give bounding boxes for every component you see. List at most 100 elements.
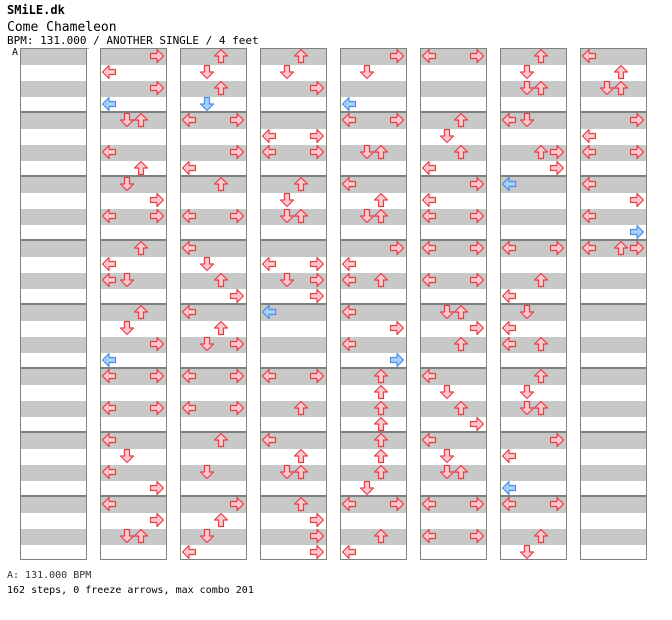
left-arrow-icon: [181, 160, 197, 176]
right-arrow-icon: [229, 144, 245, 160]
down-arrow-icon: [599, 80, 615, 96]
left-arrow-icon: [101, 496, 117, 512]
down-arrow-icon: [519, 64, 535, 80]
right-arrow-icon: [549, 496, 565, 512]
right-arrow-icon: [229, 368, 245, 384]
down-arrow-icon: [439, 384, 455, 400]
right-arrow-icon: [309, 368, 325, 384]
left-arrow-icon: [181, 304, 197, 320]
down-arrow-icon: [359, 64, 375, 80]
right-arrow-icon: [309, 144, 325, 160]
left-arrow-icon: [261, 256, 277, 272]
up-arrow-icon: [533, 528, 549, 544]
left-arrow-icon: [421, 192, 437, 208]
up-arrow-icon: [373, 384, 389, 400]
measure-box: [500, 368, 567, 432]
left-arrow-icon: [341, 176, 357, 192]
down-arrow-icon: [279, 64, 295, 80]
right-arrow-icon: [309, 544, 325, 560]
up-arrow-icon: [213, 512, 229, 528]
down-arrow-icon: [119, 272, 135, 288]
right-arrow-icon: [309, 512, 325, 528]
right-arrow-icon: [309, 128, 325, 144]
down-arrow-icon: [439, 464, 455, 480]
left-arrow-icon: [341, 304, 357, 320]
measure-box: [20, 368, 87, 432]
right-arrow-icon: [549, 240, 565, 256]
up-arrow-icon: [613, 64, 629, 80]
up-arrow-icon: [373, 400, 389, 416]
down-arrow-icon: [359, 144, 375, 160]
measure-box: [20, 432, 87, 496]
measure-box: [340, 368, 407, 432]
left-arrow-icon: [261, 432, 277, 448]
down-arrow-icon: [519, 384, 535, 400]
up-arrow-icon: [293, 400, 309, 416]
left-arrow-icon: [501, 320, 517, 336]
measure-box: [180, 432, 247, 496]
left-arrow-icon: [581, 240, 597, 256]
left-arrow-icon: [181, 368, 197, 384]
right-arrow-icon: [469, 272, 485, 288]
left-arrow-icon: [501, 480, 517, 496]
left-arrow-icon: [421, 496, 437, 512]
left-arrow-icon: [101, 64, 117, 80]
left-arrow-icon: [261, 144, 277, 160]
up-arrow-icon: [213, 80, 229, 96]
down-arrow-icon: [359, 208, 375, 224]
up-arrow-icon: [533, 368, 549, 384]
up-arrow-icon: [293, 448, 309, 464]
right-arrow-icon: [549, 144, 565, 160]
right-arrow-icon: [149, 192, 165, 208]
up-arrow-icon: [453, 336, 469, 352]
up-arrow-icon: [533, 272, 549, 288]
up-arrow-icon: [293, 176, 309, 192]
left-arrow-icon: [581, 176, 597, 192]
left-arrow-icon: [421, 208, 437, 224]
measure-box: [100, 112, 167, 176]
left-arrow-icon: [101, 432, 117, 448]
right-arrow-icon: [629, 224, 645, 240]
left-arrow-icon: [101, 144, 117, 160]
left-arrow-icon: [341, 336, 357, 352]
left-arrow-icon: [421, 368, 437, 384]
left-arrow-icon: [101, 208, 117, 224]
right-arrow-icon: [389, 496, 405, 512]
left-arrow-icon: [181, 400, 197, 416]
measure-box: [20, 496, 87, 560]
up-arrow-icon: [373, 368, 389, 384]
left-arrow-icon: [261, 128, 277, 144]
left-arrow-icon: [581, 144, 597, 160]
right-arrow-icon: [389, 352, 405, 368]
right-arrow-icon: [149, 512, 165, 528]
bpm-change-marker: A: [12, 47, 19, 58]
measure-box: [500, 48, 567, 112]
left-arrow-icon: [341, 112, 357, 128]
up-arrow-icon: [213, 320, 229, 336]
left-arrow-icon: [341, 272, 357, 288]
site-title[interactable]: SMiLE.dk: [7, 3, 65, 17]
right-arrow-icon: [389, 320, 405, 336]
up-arrow-icon: [373, 272, 389, 288]
left-arrow-icon: [421, 528, 437, 544]
up-arrow-icon: [453, 464, 469, 480]
left-arrow-icon: [181, 112, 197, 128]
up-arrow-icon: [613, 240, 629, 256]
left-arrow-icon: [101, 256, 117, 272]
left-arrow-icon: [501, 240, 517, 256]
measure-box: [340, 432, 407, 496]
down-arrow-icon: [359, 480, 375, 496]
right-arrow-icon: [389, 48, 405, 64]
measure-box: [260, 48, 327, 112]
up-arrow-icon: [133, 304, 149, 320]
down-arrow-icon: [199, 96, 215, 112]
right-arrow-icon: [149, 80, 165, 96]
down-arrow-icon: [279, 464, 295, 480]
down-arrow-icon: [119, 176, 135, 192]
up-arrow-icon: [453, 304, 469, 320]
measure-box: [20, 48, 87, 112]
measure-box: [20, 304, 87, 368]
up-arrow-icon: [213, 48, 229, 64]
left-arrow-icon: [501, 448, 517, 464]
chart-info: BPM: 131.000 / ANOTHER SINGLE / 4 feet: [7, 34, 259, 47]
